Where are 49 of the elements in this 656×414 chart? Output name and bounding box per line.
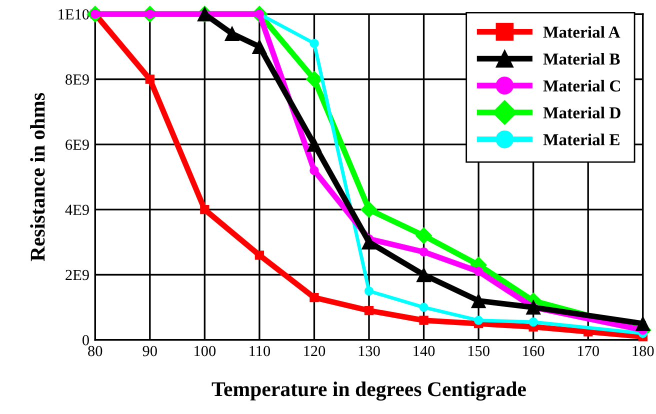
point — [416, 227, 432, 244]
y-tick-label: 6E9 — [66, 140, 89, 150]
point — [474, 266, 484, 276]
point — [419, 247, 428, 257]
legend-label: Material B — [543, 52, 620, 65]
x-tick-label: 170 — [578, 346, 599, 356]
point — [252, 39, 267, 54]
point — [200, 204, 210, 214]
x-tick-label: 120 — [304, 346, 326, 356]
point — [362, 234, 376, 250]
point — [364, 306, 374, 316]
point — [254, 250, 264, 260]
legend-label: Material A — [543, 26, 620, 38]
y-tick-label: 1E10 — [58, 9, 89, 20]
point — [419, 316, 428, 325]
point — [471, 293, 486, 308]
point — [419, 302, 428, 312]
x-tick-label: 80 — [88, 346, 102, 356]
y-tick-label: 2E9 — [66, 270, 89, 280]
y-axis-title: Resistance in ohms — [30, 93, 45, 262]
x-tick-label: 110 — [250, 346, 270, 356]
point — [310, 38, 319, 48]
point — [310, 166, 319, 176]
point — [224, 26, 240, 41]
legend-label: Material D — [543, 106, 620, 118]
point — [526, 300, 541, 315]
x-tick-label: 150 — [468, 346, 490, 356]
point — [360, 201, 378, 218]
x-axis-title: Temperature in degrees Centigrade — [212, 382, 526, 401]
x-tick-label: 130 — [358, 346, 380, 356]
y-tick-label: 8E9 — [66, 74, 89, 85]
point — [416, 267, 432, 282]
legend-label: Material E — [543, 134, 620, 146]
y-tick-label: 4E9 — [65, 204, 89, 216]
x-tick-label: 100 — [194, 346, 216, 356]
point — [145, 74, 154, 84]
y-tick-label: 0 — [82, 335, 89, 346]
x-tick-label: 180 — [632, 346, 654, 356]
point — [528, 317, 538, 327]
x-tick-label: 90 — [142, 346, 157, 356]
point — [306, 137, 322, 152]
x-tick-label: 140 — [414, 346, 435, 356]
legend-label: Material C — [543, 80, 620, 92]
point — [306, 70, 322, 88]
point — [474, 316, 484, 325]
point — [364, 286, 374, 296]
x-tick-label: 160 — [523, 346, 544, 356]
point — [310, 292, 319, 302]
point — [636, 316, 650, 331]
